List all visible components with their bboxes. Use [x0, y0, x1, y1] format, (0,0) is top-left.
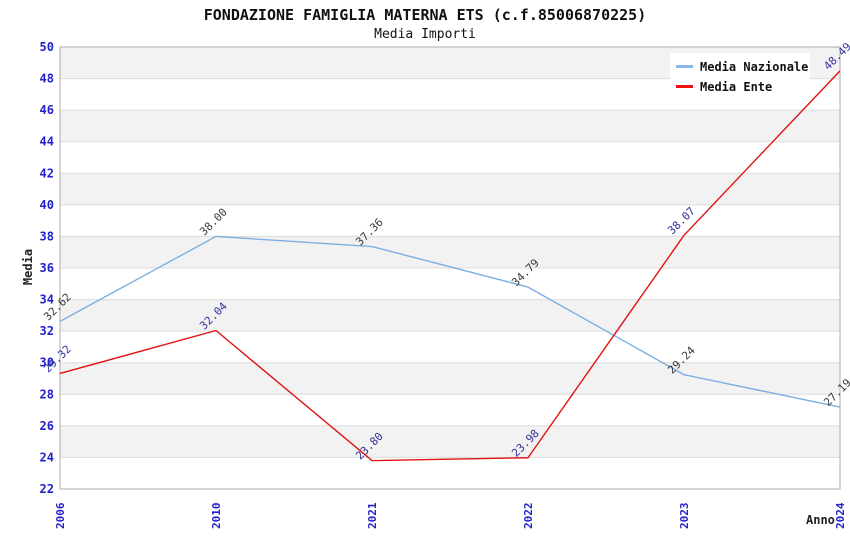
x-tick-label: 2021	[366, 502, 379, 529]
chart-subtitle: Media Importi	[374, 27, 476, 42]
x-axis-title: Anno	[806, 513, 835, 527]
x-tick-label: 2010	[210, 503, 223, 530]
y-tick-label: 32	[40, 324, 54, 338]
legend-label: Media Nazionale	[700, 59, 809, 74]
media-ente-line-swatch	[676, 85, 693, 88]
plot-band	[60, 110, 840, 142]
series-line	[59, 70, 841, 462]
y-tick-label: 46	[40, 103, 54, 117]
x-tick-label: 2022	[522, 503, 535, 530]
x-tick-label: 2006	[54, 502, 67, 529]
plot-border	[59, 46, 841, 490]
series-line	[59, 235, 841, 408]
media-nazionale-line-swatch	[676, 65, 693, 68]
plot-band	[60, 236, 840, 268]
y-tick-label: 24	[40, 450, 54, 464]
y-tick-label: 22	[40, 482, 54, 496]
legend-label: Media Ente	[700, 79, 773, 94]
plot-band	[60, 457, 840, 489]
y-tick-label: 40	[40, 198, 54, 212]
plot-band	[60, 204, 840, 237]
plot-band	[60, 173, 840, 205]
plot-band	[60, 141, 840, 174]
y-tick-label: 48	[40, 72, 54, 86]
chart-title: FONDAZIONE FAMIGLIA MATERNA ETS (c.f.850…	[203, 6, 647, 24]
x-tick-label: 2024	[834, 502, 847, 529]
legend-item-media-ente: Media Ente	[676, 80, 810, 94]
y-tick-label: 50	[40, 40, 54, 54]
y-tick-label: 38	[40, 229, 54, 243]
y-axis-title: Media	[21, 248, 35, 286]
plot-band	[60, 299, 840, 332]
y-tick-label: 30	[40, 356, 54, 370]
plot-band	[60, 394, 840, 426]
plot-band	[60, 362, 840, 395]
plot-band	[60, 268, 840, 300]
legend-item-media-nazionale: Media Nazionale	[676, 60, 810, 74]
y-tick-label: 34	[40, 293, 54, 307]
legend: Media Nazionale Media Ente	[670, 53, 810, 100]
y-tick-label: 44	[40, 135, 54, 149]
y-tick-label: 28	[40, 387, 54, 401]
plot-band	[60, 331, 840, 363]
x-tick-label: 2023	[678, 503, 691, 530]
plot-band	[60, 425, 840, 458]
y-tick-label: 42	[40, 166, 54, 180]
y-tick-label: 36	[40, 261, 54, 275]
y-tick-label: 26	[40, 419, 54, 433]
